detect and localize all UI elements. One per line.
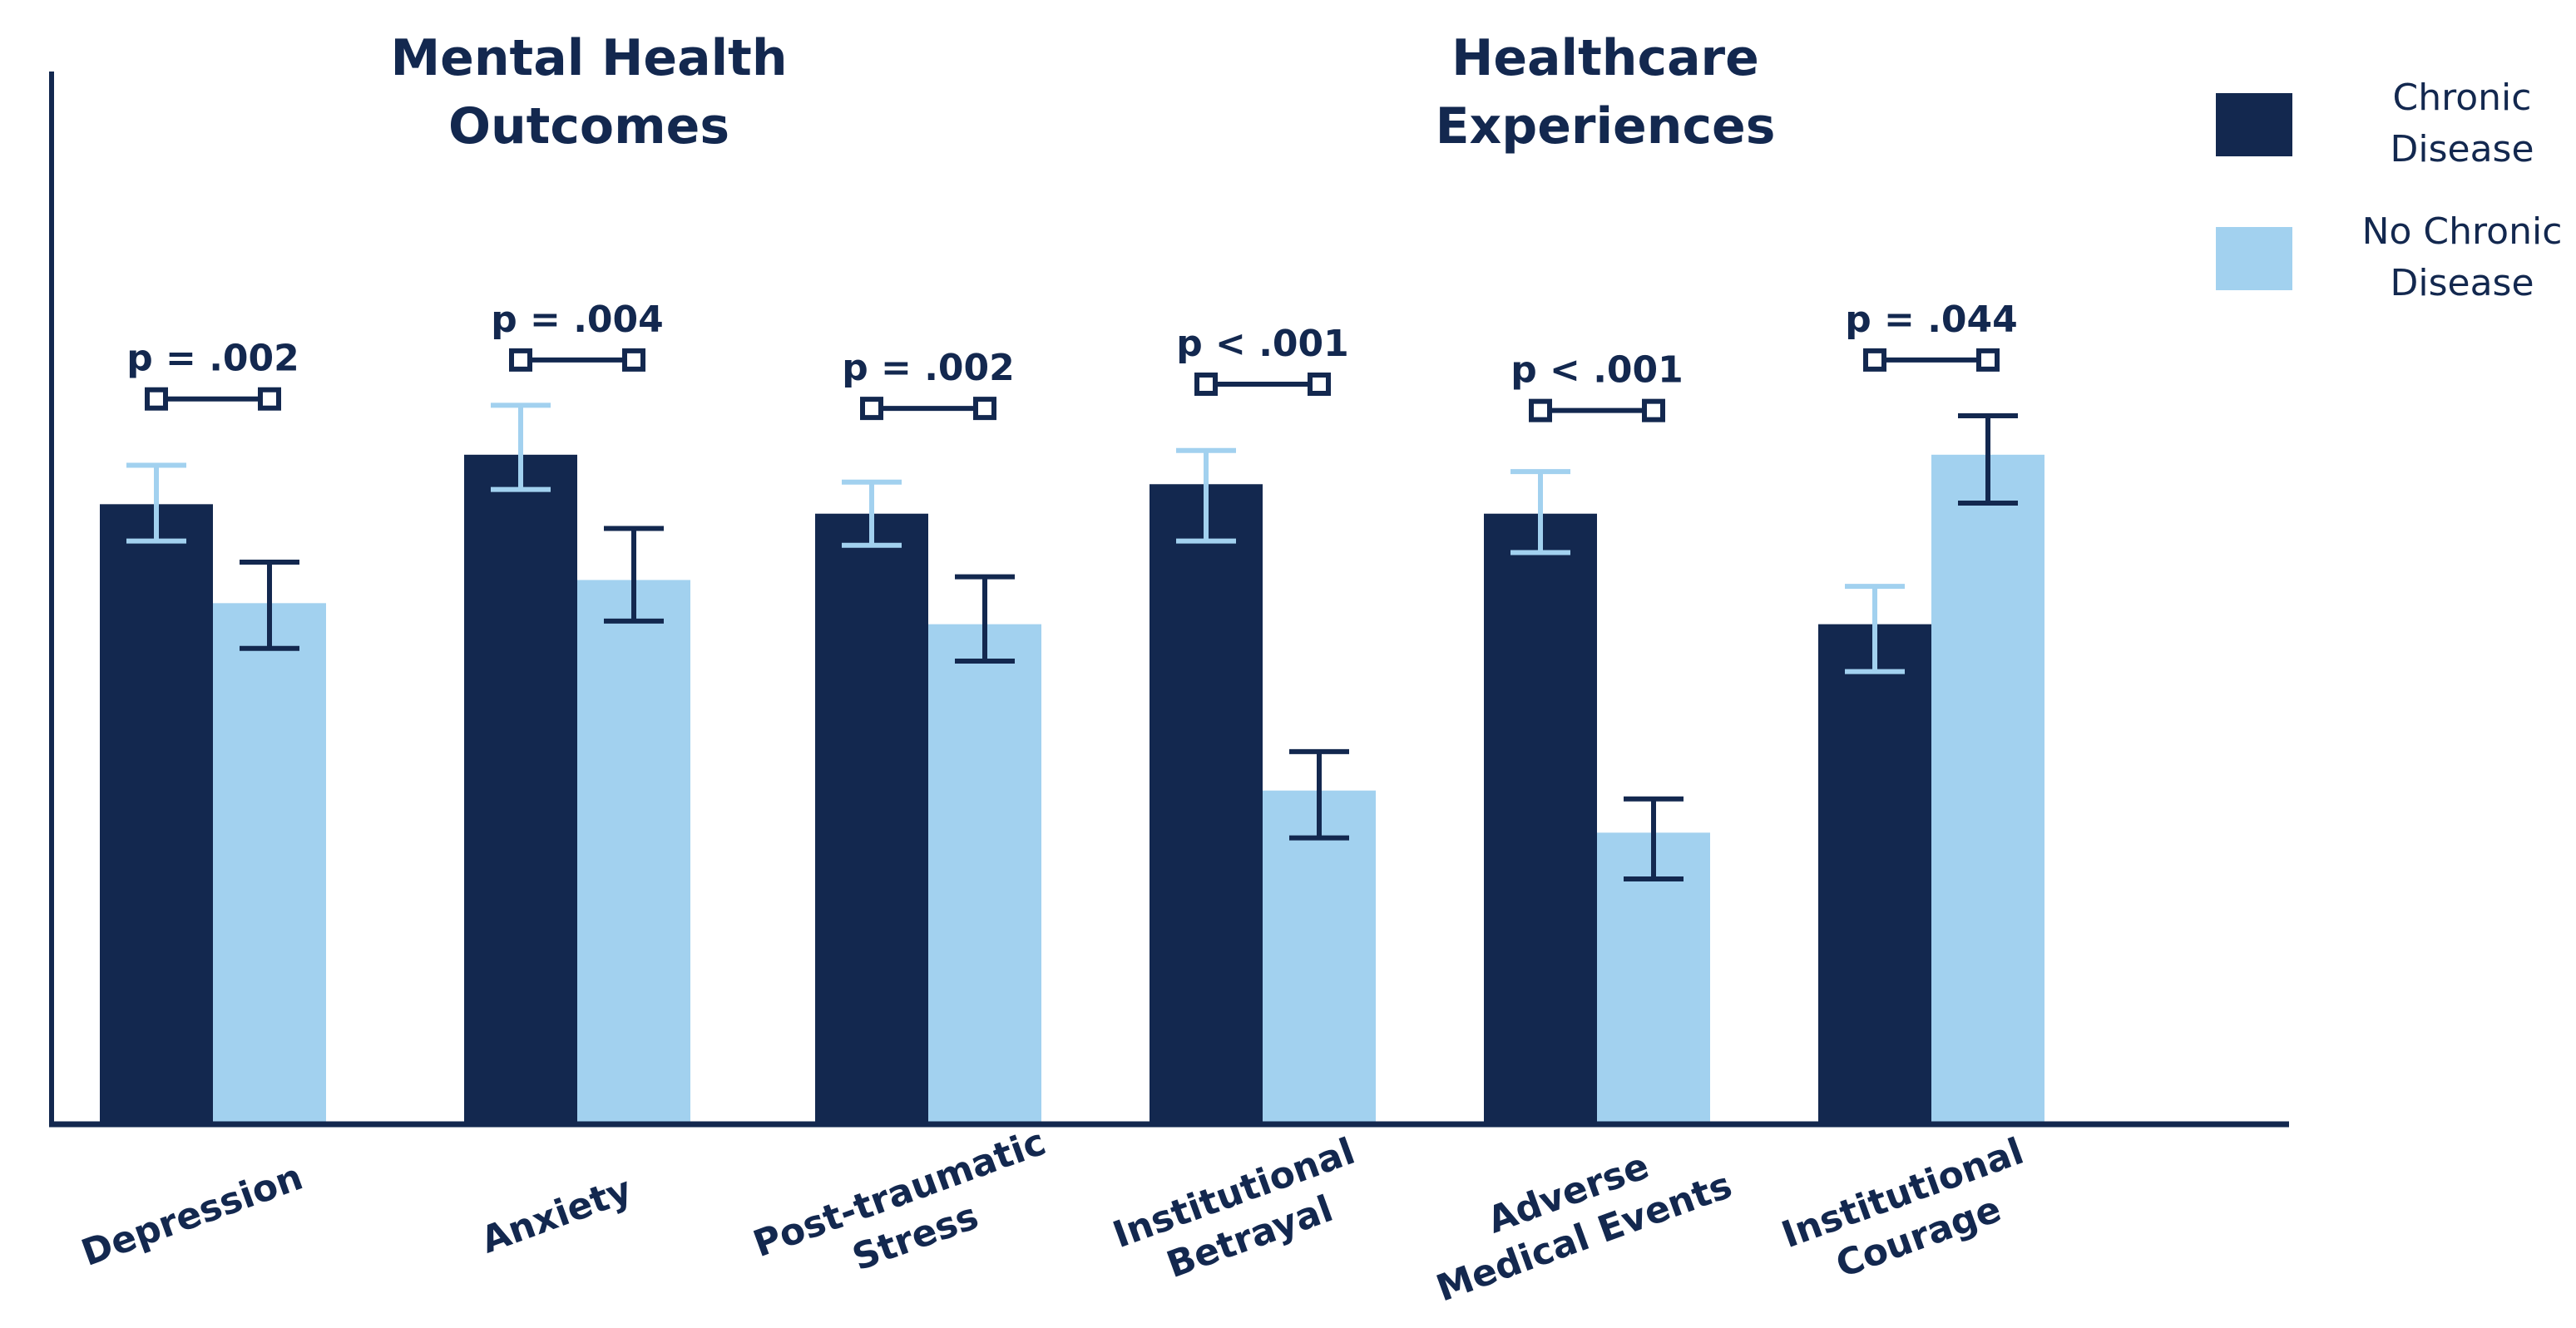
bar-chronic bbox=[1484, 513, 1597, 1124]
legend-swatch bbox=[2216, 227, 2292, 290]
error-bar bbox=[842, 479, 902, 548]
bracket-end bbox=[1642, 398, 1665, 422]
p-value-label: p = .004 bbox=[491, 299, 664, 341]
tick-label-line: Depression bbox=[77, 1156, 309, 1275]
category-tick-label: AdverseMedical Events bbox=[1415, 1120, 1738, 1310]
category-tick-label: Anxiety bbox=[476, 1168, 637, 1261]
legend-swatch bbox=[2216, 93, 2292, 156]
significance-bracket bbox=[145, 387, 281, 411]
error-bar bbox=[604, 526, 664, 624]
tick-label-line: Anxiety bbox=[476, 1168, 637, 1261]
group-title: Mental Health Outcomes bbox=[390, 29, 787, 156]
legend-label-line: No Chronic bbox=[2362, 210, 2563, 253]
p-value-label: p = .002 bbox=[842, 347, 1015, 389]
bracket-end bbox=[973, 397, 996, 421]
error-bar bbox=[491, 402, 551, 492]
significance-bracket bbox=[1863, 348, 2000, 372]
error-bar bbox=[240, 559, 299, 651]
error-bar bbox=[126, 462, 186, 544]
legend-item: Chronic Disease bbox=[2216, 77, 2534, 170]
p-value-label: p < .001 bbox=[1176, 323, 1349, 365]
significance-bracket bbox=[509, 348, 645, 372]
bracket-end bbox=[1863, 348, 1886, 372]
significance-bracket bbox=[1194, 373, 1331, 397]
bracket-end bbox=[622, 348, 645, 372]
p-value-label: p = .002 bbox=[126, 338, 299, 380]
legend-label-line: Disease bbox=[2390, 262, 2534, 304]
legend-label-line: Chronic bbox=[2393, 77, 2532, 119]
error-bar bbox=[1958, 412, 2018, 506]
bracket-end bbox=[509, 348, 532, 372]
bar-no-chronic bbox=[1931, 454, 2044, 1124]
bar-chronic bbox=[815, 513, 928, 1124]
bar-no-chronic bbox=[928, 624, 1041, 1124]
bracket-end bbox=[1529, 398, 1552, 422]
group-title: Healthcare Experiences bbox=[1436, 29, 1776, 156]
bar-chronic bbox=[100, 504, 213, 1124]
legend-label: No Chronic Disease bbox=[2362, 210, 2563, 304]
bar-no-chronic bbox=[577, 580, 690, 1124]
legend-label: Chronic Disease bbox=[2390, 77, 2534, 170]
category-tick-label: Post-traumaticStress bbox=[748, 1121, 1067, 1310]
legend-label-line: Disease bbox=[2390, 128, 2534, 170]
bar-chronic bbox=[1818, 624, 1931, 1124]
error-bar bbox=[955, 574, 1015, 664]
group-title-line: Experiences bbox=[1436, 97, 1776, 156]
error-bar bbox=[1845, 584, 1905, 674]
bracket-end bbox=[860, 397, 883, 421]
category-tick-label: InstitutionalCourage bbox=[1777, 1130, 2045, 1301]
legend-item: No Chronic Disease bbox=[2216, 210, 2562, 304]
p-value-label: p < .001 bbox=[1510, 349, 1684, 392]
bracket-end bbox=[1194, 373, 1218, 397]
bracket-end bbox=[258, 387, 281, 411]
group-title-line: Mental Health bbox=[390, 29, 787, 87]
bracket-end bbox=[1308, 373, 1331, 397]
bar-chronic bbox=[1150, 484, 1263, 1124]
significance-bracket bbox=[860, 397, 996, 421]
p-value-label: p = .044 bbox=[1845, 299, 2018, 341]
error-bar bbox=[1624, 796, 1684, 882]
error-bar bbox=[1176, 447, 1236, 544]
bar-no-chronic bbox=[213, 603, 326, 1124]
bar-no-chronic bbox=[1263, 790, 1376, 1124]
group-title-line: Outcomes bbox=[448, 97, 729, 156]
bracket-end bbox=[1976, 348, 2000, 372]
category-tick-label: Depression bbox=[77, 1156, 309, 1275]
group-title-line: Healthcare bbox=[1451, 29, 1759, 87]
bar-chronic bbox=[464, 454, 577, 1124]
error-bar bbox=[1289, 748, 1349, 841]
significance-bracket bbox=[1529, 398, 1665, 422]
category-tick-label: InstitutionalBetrayal bbox=[1108, 1130, 1377, 1301]
error-bar bbox=[1510, 469, 1570, 555]
bracket-end bbox=[145, 387, 168, 411]
